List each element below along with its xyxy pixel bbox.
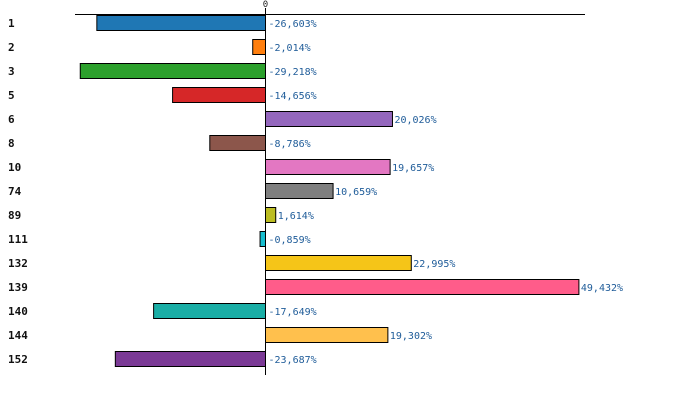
value-label-144: 19,302% (390, 331, 432, 342)
bar-8 (209, 135, 266, 151)
bar-132 (265, 255, 412, 271)
category-label-139: 139 (8, 281, 28, 294)
category-label-8: 8 (8, 137, 15, 150)
category-label-6: 6 (8, 113, 15, 126)
value-label-6: 20,026% (394, 115, 436, 126)
value-label-10: 19,657% (392, 163, 434, 174)
category-label-5: 5 (8, 89, 15, 102)
bar-139 (265, 279, 580, 295)
bar-140 (153, 303, 267, 319)
bar-5 (172, 87, 266, 103)
value-label-8: -8,786% (269, 139, 311, 150)
bar-144 (265, 327, 389, 343)
bar-6 (265, 111, 393, 127)
category-label-140: 140 (8, 305, 28, 318)
value-label-5: -14,656% (269, 91, 317, 102)
category-label-111: 111 (8, 233, 28, 246)
category-label-3: 3 (8, 65, 15, 78)
category-label-89: 89 (8, 209, 21, 222)
bar-3 (79, 63, 267, 79)
value-label-152: -23,687% (269, 355, 317, 366)
bar-74 (265, 183, 334, 199)
bar-10 (265, 159, 391, 175)
bar-111 (259, 231, 267, 247)
bar-1 (96, 15, 267, 31)
category-label-74: 74 (8, 185, 22, 198)
value-label-1: -26,603% (269, 19, 317, 30)
value-label-89: 1,614% (278, 211, 314, 222)
bar-152 (114, 351, 266, 367)
category-label-10: 10 (8, 161, 21, 174)
value-label-111: -0,859% (269, 235, 311, 246)
value-label-3: -29,218% (269, 67, 317, 78)
value-label-74: 10,659% (335, 187, 377, 198)
category-label-152: 152 (8, 353, 28, 366)
value-label-139: 49,432% (581, 283, 623, 294)
zero-tick-label: 0 (263, 0, 268, 10)
category-label-2: 2 (8, 41, 15, 54)
category-label-144: 144 (8, 329, 28, 342)
bar-2 (252, 39, 267, 55)
category-label-132: 132 (8, 257, 28, 270)
value-label-2: -2,014% (269, 43, 311, 54)
bar-89 (265, 207, 277, 223)
value-label-132: 22,995% (413, 259, 455, 270)
value-label-140: -17,649% (269, 307, 317, 318)
category-label-1: 1 (8, 17, 15, 30)
